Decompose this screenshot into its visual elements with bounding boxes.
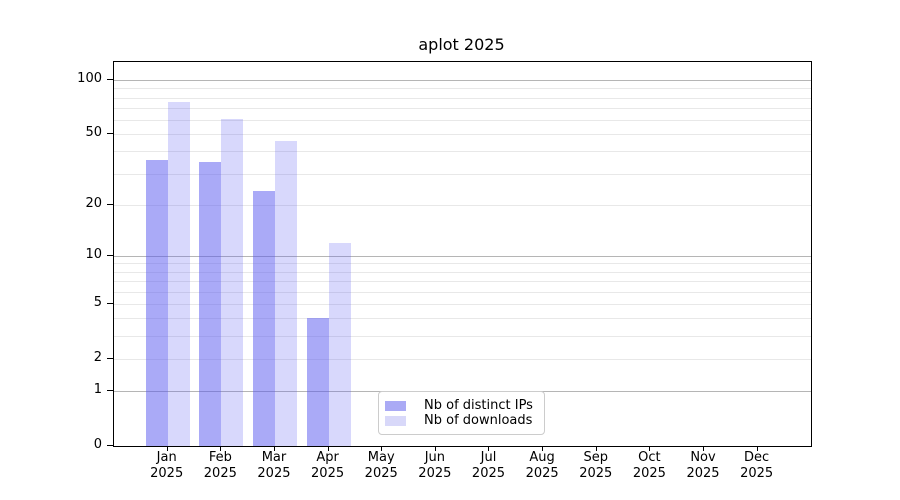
y-tick-label-100: 100: [77, 71, 102, 86]
legend-swatch-downloads: [385, 415, 406, 426]
x-tick-mark-jul: [488, 446, 490, 451]
gridline-minor-7: [114, 281, 811, 283]
x-tick-label-may: May 2025: [364, 450, 398, 481]
y-tick-label-2: 2: [93, 349, 102, 365]
gridline-minor-30: [114, 173, 811, 175]
gridline-minor-80: [114, 97, 811, 99]
y-tick-mark-1: [107, 390, 113, 392]
legend-entry-distinct-ips: Nb of distinct IPs: [385, 398, 536, 413]
y-tick-mark-2: [107, 357, 113, 359]
x-tick-mark-feb: [220, 446, 222, 451]
x-tick-mark-sep: [595, 446, 597, 451]
x-tick-label-feb: Feb 2025: [203, 450, 237, 481]
bar-downloads-apr: [328, 242, 351, 446]
bar-downloads-mar: [274, 140, 297, 446]
bar-distinct-ips-jan: [145, 159, 168, 446]
plot-area: [113, 61, 812, 447]
x-tick-label-sep: Sep 2025: [579, 450, 613, 481]
x-tick-mark-aug: [542, 446, 544, 451]
legend-label-distinct-ips: Nb of distinct IPs: [424, 398, 533, 413]
y-tick-label-10: 10: [85, 246, 102, 262]
x-tick-mark-oct: [649, 446, 651, 451]
y-tick-label-5: 5: [93, 294, 102, 310]
x-tick-mark-apr: [327, 446, 329, 451]
chart-title: aplot 2025: [418, 35, 505, 54]
bar-distinct-ips-mar: [252, 190, 275, 446]
y-tick-label-20: 20: [85, 195, 102, 211]
y-tick-label-0: 0: [93, 437, 102, 452]
y-tick-label-50: 50: [85, 125, 102, 141]
gridline-minor-50: [114, 134, 811, 136]
y-tick-mark-5: [107, 302, 113, 304]
x-tick-label-nov: Nov 2025: [686, 450, 720, 481]
gridline-minor-4: [114, 318, 811, 320]
x-tick-label-mar: Mar 2025: [257, 450, 291, 481]
y-tick-mark-100: [107, 79, 113, 80]
x-tick-label-oct: Oct 2025: [632, 450, 666, 481]
x-tick-mark-may: [381, 446, 383, 451]
legend-label-downloads: Nb of downloads: [424, 413, 533, 428]
gridline-minor-40: [114, 151, 811, 153]
bar-downloads-jan: [167, 101, 190, 446]
gridline-minor-20: [114, 204, 811, 206]
gridline-minor-90: [114, 88, 811, 90]
y-tick-mark-20: [107, 203, 113, 205]
x-tick-mark-jan: [166, 446, 168, 451]
gridline-major-100: [114, 80, 811, 81]
gridline-minor-6: [114, 291, 811, 293]
legend-swatch-distinct-ips: [385, 400, 406, 411]
x-tick-label-jun: Jun 2025: [418, 450, 452, 481]
x-tick-label-jul: Jul 2025: [471, 450, 506, 481]
x-tick-label-dec: Dec 2025: [740, 450, 774, 481]
x-tick-mark-nov: [703, 446, 704, 451]
bar-distinct-ips-apr: [306, 318, 329, 446]
gridline-minor-60: [114, 119, 811, 121]
gridline-minor-2: [114, 358, 811, 360]
gridline-major-10: [114, 255, 811, 257]
legend: Nb of distinct IPs Nb of downloads: [378, 391, 545, 435]
gridline-minor-5: [114, 303, 811, 305]
gridline-minor-70: [114, 107, 811, 109]
legend-entry-downloads: Nb of downloads: [385, 413, 536, 428]
x-tick-mark-jun: [434, 446, 436, 451]
y-tick-label-1: 1: [93, 382, 102, 398]
gridline-minor-9: [114, 263, 811, 265]
x-tick-label-aug: Aug 2025: [525, 450, 559, 481]
x-tick-label-jan: Jan 2025: [150, 450, 184, 481]
bar-distinct-ips-feb: [199, 161, 222, 446]
x-tick-mark-mar: [273, 446, 275, 451]
x-tick-label-apr: Apr 2025: [311, 450, 345, 481]
y-tick-mark-10: [107, 254, 113, 256]
gridline-minor-3: [114, 336, 811, 338]
x-tick-mark-dec: [756, 446, 758, 451]
gridline-minor-8: [114, 271, 811, 273]
y-tick-mark-0: [107, 445, 113, 446]
y-tick-mark-50: [107, 133, 113, 135]
bar-downloads-feb: [221, 118, 244, 446]
